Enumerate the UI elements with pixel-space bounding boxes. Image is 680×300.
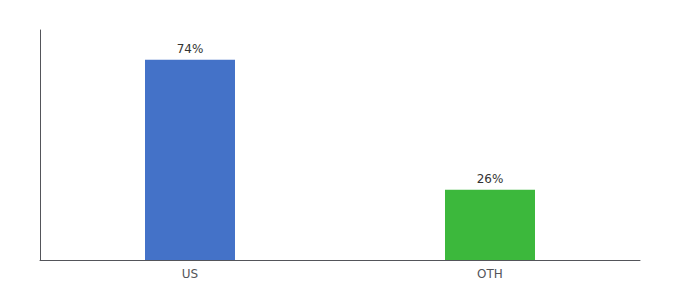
svg-text:26%: 26% <box>477 172 504 186</box>
svg-text:OTH: OTH <box>477 267 503 281</box>
svg-text:US: US <box>182 267 198 281</box>
svg-text:74%: 74% <box>177 42 204 56</box>
